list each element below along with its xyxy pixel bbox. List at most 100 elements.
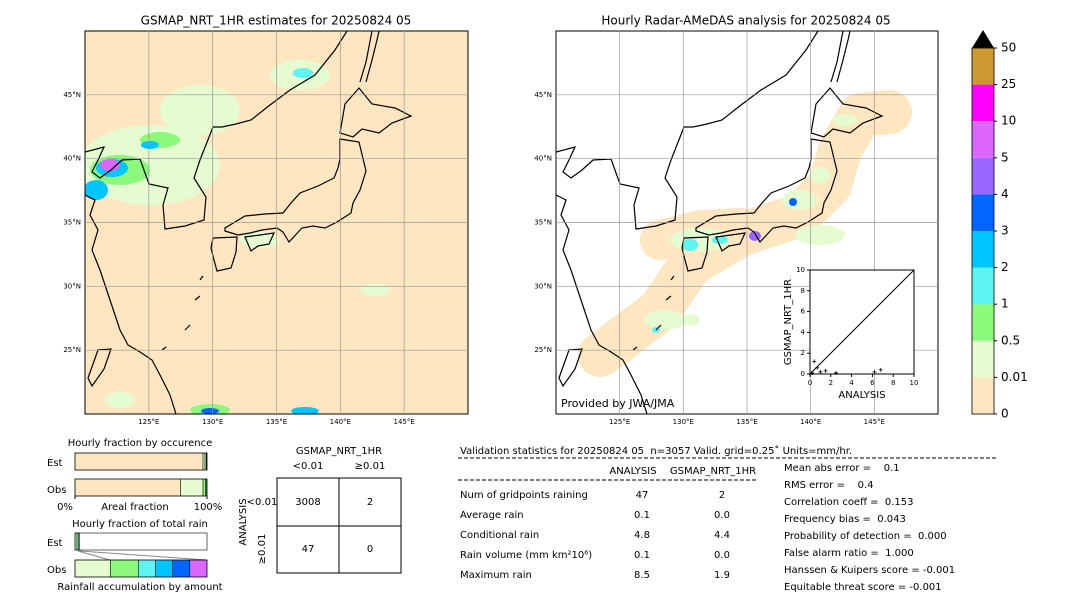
row-label: Est (47, 458, 63, 469)
bar-frame (74, 478, 208, 497)
colorbar-segment (972, 48, 994, 85)
lat-label: 45°N (63, 91, 81, 99)
x-tick-label: 4 (849, 379, 854, 387)
x-tick-label: 0% (57, 502, 73, 513)
stat-label: Conditional rain (460, 530, 539, 541)
lon-label: 140°E (330, 418, 351, 426)
credit: Provided by JWA/JMA (561, 397, 675, 410)
y-tick-label: 8 (801, 287, 805, 295)
lat-label: 25°N (534, 346, 552, 354)
fraction-segment (202, 452, 206, 471)
y-tick-label: 4 (801, 328, 806, 336)
map-title: GSMAP_NRT_1HR estimates for 20250824 05 (141, 14, 412, 28)
stat-label: Num of gridpoints raining (460, 490, 588, 501)
y-tick-label: 2 (801, 349, 805, 357)
x-axis-label: Areal fraction (101, 502, 168, 513)
fraction-segment (189, 559, 208, 578)
bar-frame (74, 559, 208, 578)
y-tick-label: 6 (801, 308, 806, 316)
col-header: ANALYSIS (609, 466, 656, 477)
fraction-segment (110, 559, 139, 578)
col-label: <0.01 (293, 461, 324, 472)
colorbar-label: 0.5 (1001, 333, 1020, 347)
lat-label: 45°N (534, 91, 552, 99)
stat-label: Rain volume (mm km²10⁶) (460, 550, 592, 561)
chart-title: Hourly fraction by occurence (68, 438, 212, 449)
row-label: <0.01 (247, 497, 278, 508)
fraction-segment (172, 559, 191, 578)
stat-value: 4.8 (634, 530, 650, 541)
colorbar-label: 3 (1001, 224, 1009, 238)
scatter-point (834, 370, 838, 375)
lat-label: 40°N (534, 155, 552, 163)
row-label: Obs (47, 485, 66, 496)
lon-label: 145°E (394, 418, 415, 426)
x-tick-label: 2 (829, 379, 833, 387)
score: RMS error = 0.4 (784, 480, 874, 491)
lat-label: 30°N (534, 282, 552, 290)
x-tick-label: 10 (910, 379, 919, 387)
fraction-segment (74, 452, 204, 471)
scatter-point (872, 369, 877, 374)
lon-label: 140°E (800, 418, 821, 426)
stat-value: 4.4 (714, 530, 730, 541)
stat-value: 0.1 (634, 550, 650, 561)
y-axis-label: GSMAP_NRT_1HR (783, 279, 794, 365)
lat-label: 25°N (63, 346, 81, 354)
stat-label: Average rain (460, 510, 524, 521)
lat-label: 30°N (63, 282, 81, 290)
colorbar-segment (972, 121, 994, 158)
lat-label: 35°N (63, 219, 81, 227)
bar-frame (74, 532, 208, 551)
stat-value: 0.0 (714, 510, 730, 521)
colorbar-segment (972, 377, 994, 414)
score: Frequency bias = 0.043 (784, 514, 906, 525)
fraction-segment (74, 559, 111, 578)
scatter-point (812, 359, 817, 364)
x-axis-label: Rainfall accumulation by amount (57, 582, 222, 593)
score: Correlation coeff = 0.153 (784, 497, 914, 508)
colorbar-segment (972, 194, 994, 231)
colorbar-segment (972, 304, 994, 341)
colorbar-label: 2 (1001, 260, 1009, 274)
colorbar-extend (972, 30, 994, 48)
contingency-table: GSMAP_NRT_1HR <0.01 ≥0.01 ANALYSIS <0.01… (238, 446, 402, 574)
lon-label: 135°E (736, 418, 757, 426)
row-title: ANALYSIS (238, 498, 249, 545)
scatter-point (815, 365, 820, 370)
score: Equitable threat score = -0.001 (784, 582, 942, 593)
x-tick-label: 0 (808, 379, 812, 387)
colorbar-segment (972, 231, 994, 268)
stat-value: 1.9 (714, 570, 730, 581)
score: Hanssen & Kuipers score = -0.001 (784, 565, 955, 576)
x-tick-label: 6 (870, 379, 875, 387)
fraction-charts: Hourly fraction by occurence Est Obs Are… (47, 438, 223, 593)
stats-header: Validation statistics for 20250824 05 n=… (460, 445, 852, 457)
left-map: GSMAP_NRT_1HR estimates for 20250824 05 (84, 14, 469, 415)
lon-label: 125°E (138, 418, 159, 426)
colorbar-segment (972, 340, 994, 378)
score: Probability of detection = 0.000 (784, 531, 947, 542)
score: Mean abs error = 0.1 (784, 463, 900, 474)
lon-label: 130°E (202, 418, 223, 426)
colorbar-label: 5 (1001, 150, 1009, 164)
scatter-point (810, 370, 815, 375)
colorbar-label: 1 (1001, 297, 1009, 311)
colorbar-label: 25 (1001, 77, 1016, 91)
scatter-point (823, 368, 828, 373)
fraction-segment (155, 559, 173, 578)
validation-statistics: Validation statistics for 20250824 05 n=… (458, 445, 996, 593)
one-to-one-line (809, 269, 915, 375)
table-title: GSMAP_NRT_1HR (296, 446, 382, 457)
table-cell: 0 (367, 544, 373, 555)
colorbar-label: 4 (1001, 187, 1009, 201)
colorbar-label: 50 (1001, 41, 1016, 55)
col-label: ≥0.01 (355, 461, 386, 472)
lat-label: 35°N (534, 219, 552, 227)
colorbar-label: 0.01 (1001, 370, 1028, 384)
colorbar-segment (972, 84, 994, 122)
lon-label: 125°E (609, 418, 630, 426)
lat-label: 40°N (63, 155, 81, 163)
row-label: Obs (47, 565, 66, 576)
